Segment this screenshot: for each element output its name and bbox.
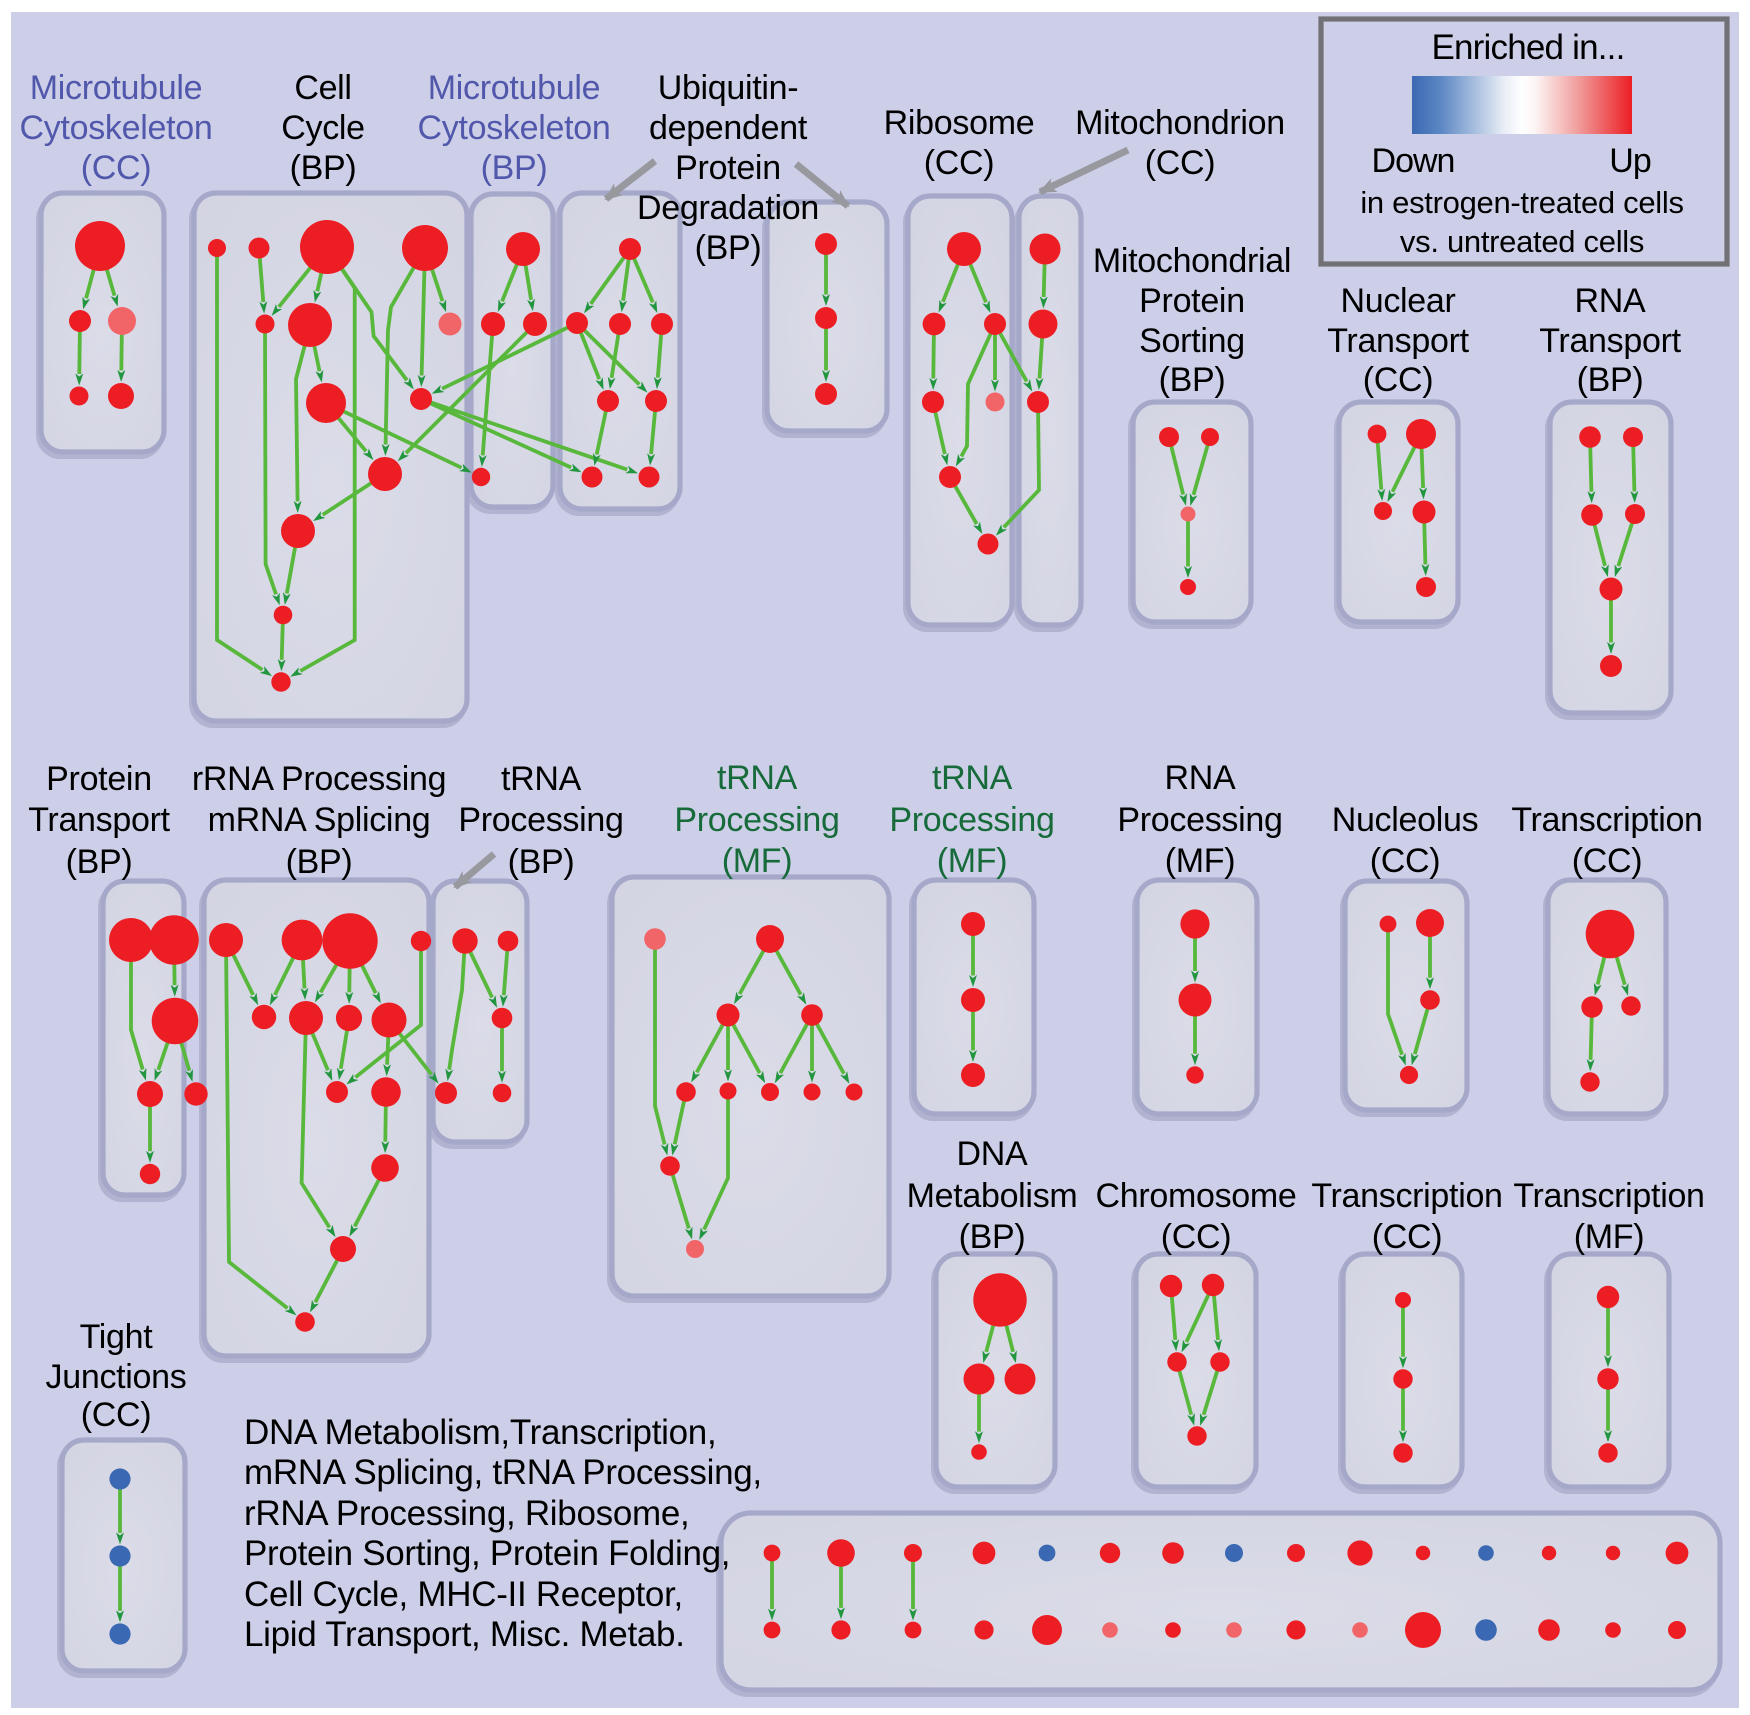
svg-text:Protein: Protein <box>675 149 781 187</box>
svg-text:vs. untreated cells: vs. untreated cells <box>1400 224 1644 259</box>
svg-text:Enriched in...: Enriched in... <box>1431 28 1624 67</box>
svg-text:(CC): (CC) <box>1363 361 1434 399</box>
svg-text:(CC): (CC) <box>924 144 995 182</box>
svg-text:(CC): (CC) <box>1145 144 1216 182</box>
svg-text:Transport: Transport <box>1539 322 1681 360</box>
svg-text:(MF): (MF) <box>1165 842 1236 880</box>
svg-text:Transport: Transport <box>1327 322 1469 360</box>
svg-text:(BP): (BP) <box>290 149 357 187</box>
svg-text:(BP): (BP) <box>1159 361 1226 399</box>
svg-text:Processing: Processing <box>889 801 1054 839</box>
svg-text:Down: Down <box>1372 142 1455 180</box>
svg-text:RNA: RNA <box>1165 759 1237 797</box>
svg-text:dependent: dependent <box>649 109 808 147</box>
svg-text:Cell: Cell <box>294 69 351 107</box>
svg-text:Cycle: Cycle <box>281 109 365 147</box>
svg-text:Mitochondrial: Mitochondrial <box>1093 242 1291 280</box>
svg-text:(BP): (BP) <box>959 1218 1026 1256</box>
svg-text:mRNA Splicing: mRNA Splicing <box>208 801 431 839</box>
svg-text:Protein: Protein <box>46 760 152 798</box>
svg-text:(BP): (BP) <box>508 843 575 881</box>
svg-text:(BP): (BP) <box>695 229 762 267</box>
svg-text:(BP): (BP) <box>1577 361 1644 399</box>
svg-text:RNA: RNA <box>1575 282 1647 320</box>
svg-text:(MF): (MF) <box>1574 1218 1645 1256</box>
svg-text:Ribosome: Ribosome <box>884 104 1035 142</box>
svg-text:Nuclear: Nuclear <box>1340 282 1455 320</box>
svg-text:Transcription: Transcription <box>1311 1177 1502 1215</box>
svg-text:Nucleolus: Nucleolus <box>1332 801 1479 839</box>
svg-text:(CC): (CC) <box>1572 842 1643 880</box>
svg-text:DNA: DNA <box>957 1135 1029 1173</box>
svg-text:Degradation: Degradation <box>637 189 819 227</box>
svg-text:tRNA: tRNA <box>501 760 582 798</box>
svg-text:(MF): (MF) <box>937 842 1008 880</box>
svg-text:Junctions: Junctions <box>46 1358 187 1396</box>
svg-text:(BP): (BP) <box>481 149 548 187</box>
svg-text:mRNA Splicing, tRNA Processing: mRNA Splicing, tRNA Processing, <box>244 1453 762 1492</box>
svg-text:DNA Metabolism,Transcription,: DNA Metabolism,Transcription, <box>244 1413 716 1452</box>
svg-text:(BP): (BP) <box>66 843 133 881</box>
svg-text:Tight: Tight <box>80 1318 154 1356</box>
svg-text:Protein Sorting, Protein Foldi: Protein Sorting, Protein Folding, <box>244 1534 730 1573</box>
svg-text:Metabolism: Metabolism <box>907 1177 1078 1215</box>
svg-text:Microtubule: Microtubule <box>428 69 600 107</box>
svg-text:Sorting: Sorting <box>1139 322 1245 360</box>
svg-text:(CC): (CC) <box>1370 842 1441 880</box>
svg-text:Cytoskeleton: Cytoskeleton <box>20 109 213 147</box>
svg-text:(CC): (CC) <box>81 1396 152 1434</box>
svg-text:(CC): (CC) <box>81 149 152 187</box>
svg-text:Microtubule: Microtubule <box>30 69 202 107</box>
svg-text:tRNA: tRNA <box>717 759 798 797</box>
svg-text:(MF): (MF) <box>722 842 793 880</box>
svg-text:Transcription: Transcription <box>1513 1177 1704 1215</box>
svg-text:Protein: Protein <box>1139 282 1245 320</box>
svg-text:Transport: Transport <box>28 801 170 839</box>
svg-text:rRNA Processing: rRNA Processing <box>192 760 446 798</box>
svg-text:(CC): (CC) <box>1372 1218 1443 1256</box>
svg-text:Cell Cycle, MHC-II Receptor,: Cell Cycle, MHC-II Receptor, <box>244 1575 683 1614</box>
svg-text:Up: Up <box>1609 142 1651 180</box>
svg-text:in estrogen-treated cells: in estrogen-treated cells <box>1360 185 1683 220</box>
svg-text:rRNA Processing, Ribosome,: rRNA Processing, Ribosome, <box>244 1494 689 1533</box>
svg-text:Processing: Processing <box>458 801 623 839</box>
svg-text:Ubiquitin-: Ubiquitin- <box>658 69 799 107</box>
svg-text:Chromosome: Chromosome <box>1095 1177 1296 1215</box>
svg-text:(BP): (BP) <box>286 843 353 881</box>
svg-text:Processing: Processing <box>1117 801 1282 839</box>
svg-text:(CC): (CC) <box>1161 1218 1232 1256</box>
svg-text:Processing: Processing <box>674 801 839 839</box>
svg-text:Mitochondrion: Mitochondrion <box>1075 104 1285 142</box>
svg-text:tRNA: tRNA <box>932 759 1013 797</box>
svg-text:Lipid Transport, Misc. Metab.: Lipid Transport, Misc. Metab. <box>244 1615 685 1654</box>
svg-text:Transcription: Transcription <box>1511 801 1702 839</box>
svg-text:Cytoskeleton: Cytoskeleton <box>418 109 611 147</box>
